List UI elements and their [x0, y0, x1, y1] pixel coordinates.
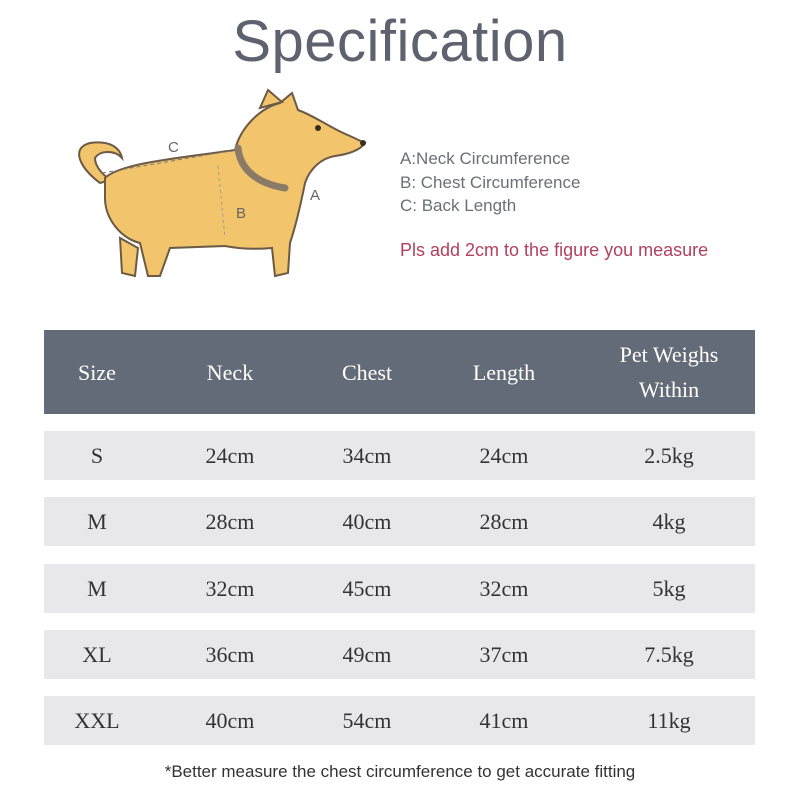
dog-measurement-illustration: C B A	[78, 88, 367, 278]
measurement-legend: A:Neck Circumference B: Chest Circumfere…	[400, 147, 580, 218]
cell-neck: 24cm	[205, 443, 255, 468]
cell-neck: 36cm	[205, 642, 255, 667]
cell-chest: 40cm	[342, 509, 392, 534]
measure-note: Pls add 2cm to the figure you measure	[400, 240, 709, 260]
cell-weight: 4kg	[652, 509, 686, 534]
cell-length: 32cm	[479, 576, 529, 601]
header-weight: Pet Weighs Within	[619, 342, 719, 402]
cell-weight: 5kg	[652, 576, 686, 601]
cell-size: S	[90, 443, 104, 468]
header-neck: Neck	[206, 359, 254, 385]
cell-size: XL	[82, 642, 112, 667]
cell-size: M	[87, 509, 107, 534]
table-row: S 24cm 34cm 24cm 2.5kg	[44, 431, 755, 480]
legend-item-length: C: Back Length	[400, 196, 517, 215]
table-header: Size Neck Chest Length Pet Weighs Within	[44, 330, 755, 414]
cell-chest: 45cm	[342, 576, 392, 601]
cell-length: 37cm	[479, 642, 529, 667]
cell-chest: 54cm	[342, 708, 392, 733]
cell-neck: 40cm	[205, 708, 255, 733]
cell-length: 41cm	[479, 708, 529, 733]
footnote: *Better measure the chest circumference …	[164, 762, 636, 781]
label-a: A	[310, 187, 320, 204]
cell-length: 28cm	[479, 509, 529, 534]
cell-size: M	[87, 576, 107, 601]
cell-chest: 49cm	[342, 642, 392, 667]
cell-weight: 11kg	[647, 708, 691, 733]
legend-item-neck: A:Neck Circumference	[400, 149, 571, 168]
cell-chest: 34cm	[342, 443, 392, 468]
header-size: Size	[78, 359, 116, 385]
header-length: Length	[472, 359, 536, 385]
cell-weight: 7.5kg	[644, 642, 694, 667]
table-row: M 28cm 40cm 28cm 4kg	[44, 497, 755, 546]
cell-neck: 28cm	[205, 509, 255, 534]
cell-length: 24cm	[479, 443, 529, 468]
table-row: XL 36cm 49cm 37cm 7.5kg	[44, 630, 755, 679]
table-row: XXL 40cm 54cm 41cm 11kg	[44, 696, 755, 745]
legend-item-chest: B: Chest Circumference	[400, 172, 581, 192]
table-row: M 32cm 45cm 32cm 5kg	[44, 564, 755, 613]
header-chest: Chest	[341, 359, 393, 385]
label-c: C	[168, 139, 179, 156]
page-title: Specification	[232, 9, 568, 74]
cell-weight: 2.5kg	[644, 443, 694, 468]
label-b: B	[236, 205, 246, 222]
cell-neck: 32cm	[205, 576, 255, 601]
cell-size: XXL	[74, 708, 120, 733]
